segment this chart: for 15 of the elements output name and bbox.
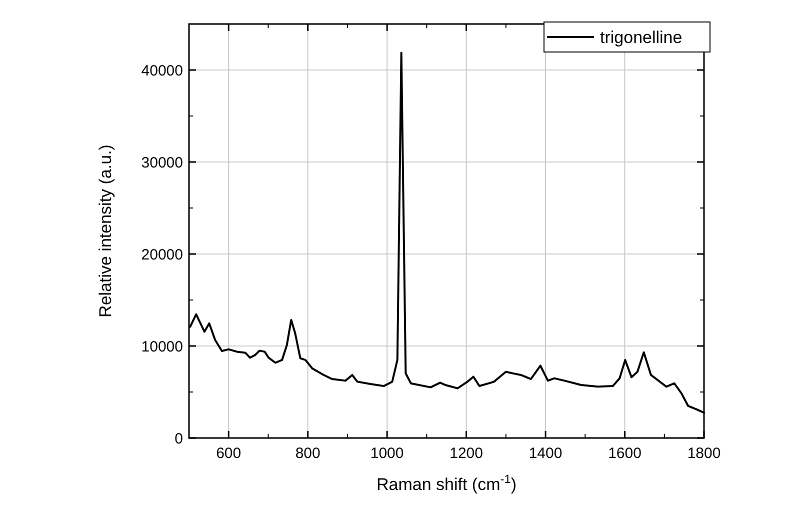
x-tick-label: 1200 xyxy=(450,445,483,462)
x-tick-label: 600 xyxy=(216,445,242,462)
y-tick-label: 0 xyxy=(174,430,183,448)
x-tick-label: 800 xyxy=(295,445,320,462)
x-tick-label: 1400 xyxy=(528,445,562,462)
x-tick-label: 1600 xyxy=(608,445,642,462)
y-tick-label: 40000 xyxy=(141,62,183,80)
legend-label: trigonelline xyxy=(600,28,682,47)
y-tick-label: 30000 xyxy=(141,154,183,172)
y-tick-label: 20000 xyxy=(141,246,183,264)
y-axis-title: Relative intensity (a.u.) xyxy=(96,144,115,318)
y-tick-label: 10000 xyxy=(141,338,183,356)
x-tick-label: 1000 xyxy=(370,445,404,462)
x-tick-label: 1800 xyxy=(687,445,721,462)
x-axis-title: Raman shift (cm$^{-1}$) xyxy=(376,472,516,494)
